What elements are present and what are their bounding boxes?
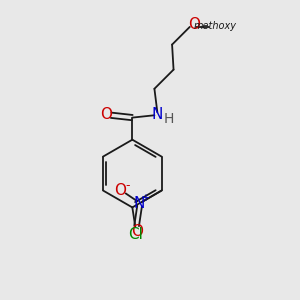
- Text: O: O: [100, 107, 112, 122]
- Text: +: +: [141, 194, 149, 203]
- Text: N: N: [152, 106, 163, 122]
- Text: -: -: [125, 179, 130, 192]
- Text: H: H: [164, 112, 174, 126]
- Text: Cl: Cl: [128, 227, 143, 242]
- Text: methoxy: methoxy: [194, 21, 237, 31]
- Text: O: O: [188, 17, 200, 32]
- Text: O: O: [130, 224, 142, 239]
- Text: N: N: [134, 196, 145, 211]
- Text: O: O: [114, 183, 126, 198]
